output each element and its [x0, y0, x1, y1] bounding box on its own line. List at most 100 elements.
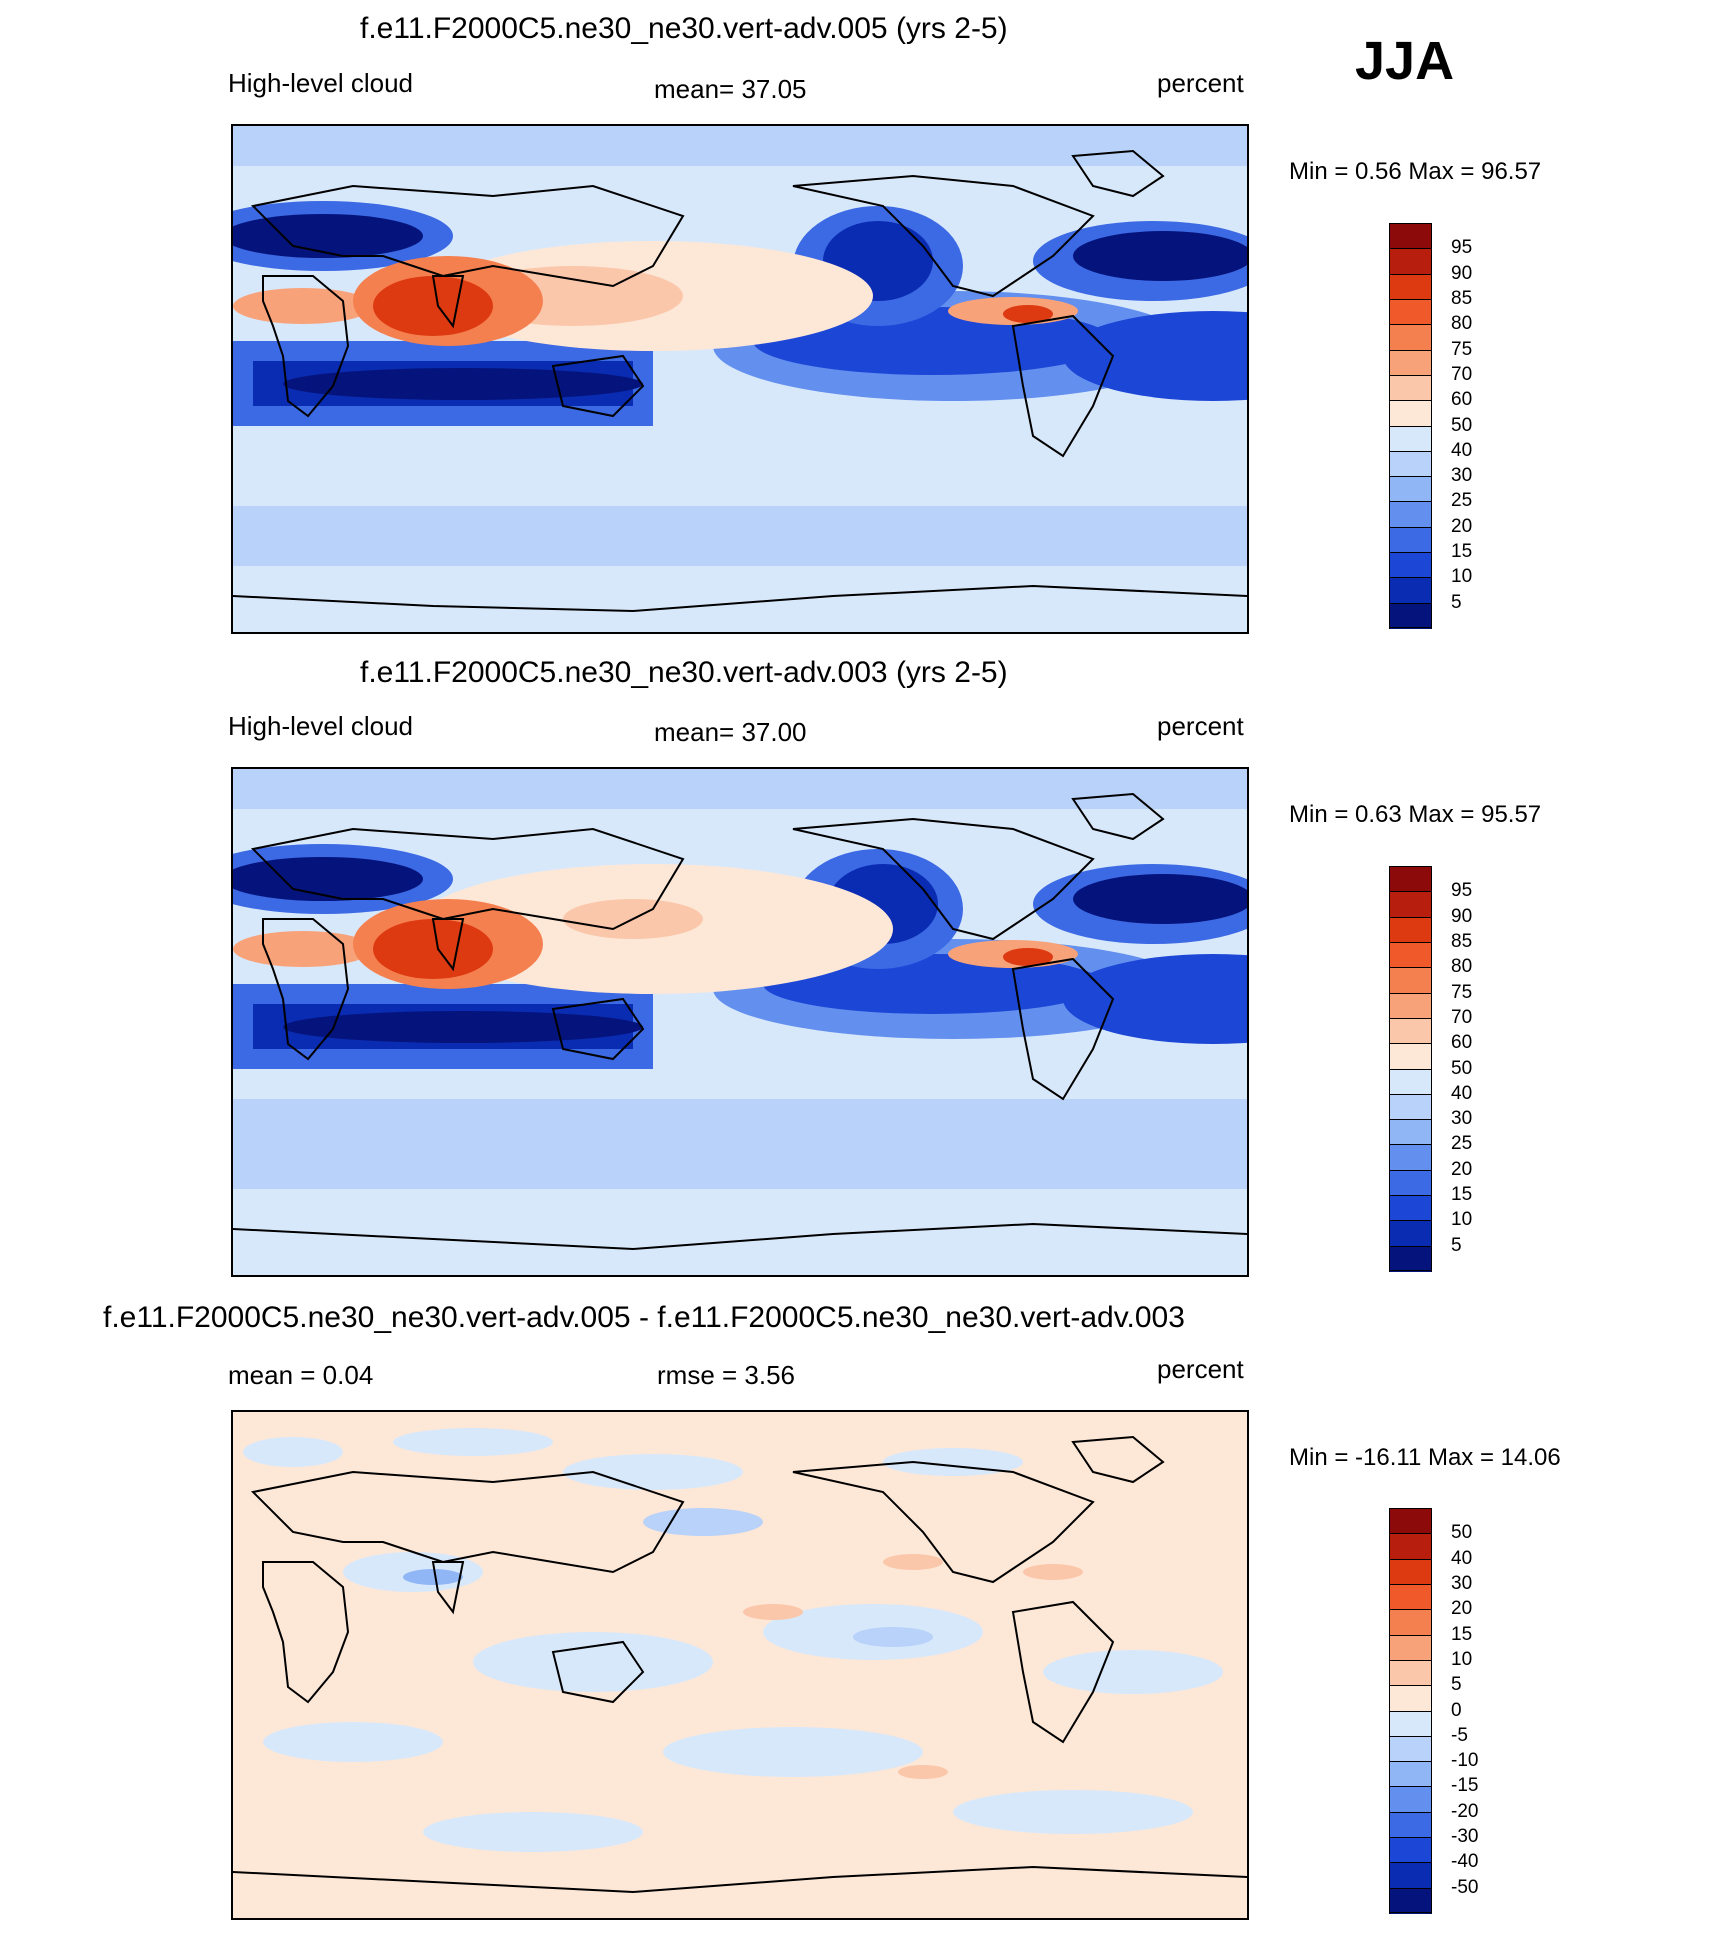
- panel-top-minmax: Min = 0.56 Max = 96.57: [1289, 158, 1542, 185]
- coastline-africa: [262, 918, 350, 1061]
- diff-patch: [243, 1437, 343, 1467]
- panel-middle-map-svg: [233, 769, 1247, 1275]
- colorbar-tick-label: 20: [1451, 515, 1473, 537]
- central-america-core: [1003, 948, 1053, 966]
- coastline-eurasia: [250, 184, 685, 288]
- colorbar-swatch: [1389, 400, 1432, 426]
- coastline-south-america: [1011, 1600, 1115, 1744]
- colorbar-swatch: [1389, 1685, 1432, 1711]
- colorbar-swatch: [1389, 324, 1432, 351]
- indian-monsoon-core: [373, 919, 493, 979]
- north-atlantic-dry-inner: [1073, 874, 1247, 924]
- coastline-greenland: [1071, 149, 1165, 198]
- colorbar-swatch: [1389, 866, 1432, 892]
- africa-convection: [233, 931, 373, 967]
- season-label: JJA: [1355, 31, 1455, 91]
- panel-top-map: [231, 124, 1249, 634]
- coastline-antarctica: [233, 584, 1247, 613]
- coastline-eurasia: [250, 1470, 685, 1574]
- colorbar-swatch: [1389, 1634, 1432, 1661]
- panel-top-colorbar: [1389, 223, 1432, 629]
- panel-middle-minmax: Min = 0.63 Max = 95.57: [1289, 801, 1542, 828]
- colorbar-swatch: [1389, 891, 1432, 918]
- diff-patch: [883, 1554, 943, 1570]
- colorbar-tick-label: -10: [1451, 1750, 1479, 1772]
- coastline-antarctica: [233, 1865, 1247, 1894]
- colorbar-swatch: [1389, 552, 1432, 578]
- coastlines: [233, 1435, 1247, 1894]
- colorbar-tick-label: -50: [1451, 1876, 1479, 1898]
- colorbar-swatch: [1389, 916, 1432, 943]
- colorbar-tick-label: -40: [1451, 1851, 1479, 1873]
- panel-bottom-mean-label: mean = 0.04: [228, 1360, 374, 1390]
- colorbar-swatch: [1389, 1195, 1432, 1221]
- colorbar-tick-label: 70: [1451, 1006, 1473, 1028]
- colorbar-tick-label: 60: [1451, 389, 1473, 411]
- southern-ocean-band: [233, 506, 1247, 566]
- colorbar-tick-label: 75: [1451, 338, 1473, 360]
- colorbar-swatch: [1389, 1093, 1432, 1120]
- panel-top-mean-label: mean= 37.05: [654, 74, 807, 104]
- indian-monsoon-core: [373, 276, 493, 336]
- colorbar-swatch: [1389, 1583, 1432, 1610]
- south-dry-belt-core: [283, 1011, 643, 1043]
- colorbar-swatch: [1389, 1710, 1432, 1737]
- panel-bottom-map: [231, 1410, 1249, 1920]
- north-atlantic-med-dry-inner: [233, 857, 423, 901]
- colorbar-tick-label: 75: [1451, 981, 1473, 1003]
- colorbar-swatch: [1389, 1862, 1432, 1889]
- colorbar-swatch: [1389, 1786, 1432, 1813]
- colorbar-tick-label: 85: [1451, 287, 1473, 309]
- coastline-africa: [262, 275, 350, 418]
- colorbar-tick-label: -20: [1451, 1800, 1479, 1822]
- africa-convection: [233, 288, 373, 324]
- panel-bottom-title: f.e11.F2000C5.ne30_ne30.vert-adv.005 - f…: [103, 1301, 1185, 1334]
- north-atlantic-dry-inner: [1073, 231, 1247, 281]
- colorbar-swatch: [1389, 248, 1432, 275]
- coastline-india: [431, 1561, 465, 1615]
- colorbar-tick-label: 15: [1451, 1623, 1473, 1645]
- colorbar-swatch: [1389, 992, 1432, 1019]
- colorbar-swatch: [1389, 1169, 1432, 1196]
- coastline-greenland: [1071, 1435, 1165, 1484]
- colorbar-swatch: [1389, 1068, 1432, 1095]
- colorbar-swatch: [1389, 1144, 1432, 1171]
- central-america-core: [1003, 305, 1053, 323]
- panel-middle-mean-label: mean= 37.00: [654, 717, 807, 747]
- colorbar-swatch: [1389, 1533, 1432, 1560]
- coastline-north-america: [792, 174, 1095, 298]
- colorbar-tick-label: 15: [1451, 541, 1473, 563]
- colorbar-tick-label: 40: [1451, 1082, 1473, 1104]
- colorbar-swatch: [1389, 602, 1432, 629]
- antarctic-edge: [233, 586, 1247, 632]
- colorbar-tick-label: 30: [1451, 1108, 1473, 1130]
- colorbar-swatch: [1389, 1735, 1432, 1762]
- colorbar-tick-label: 10: [1451, 566, 1473, 588]
- colorbar-tick-label: 50: [1451, 1522, 1473, 1544]
- colorbar-tick-label: 90: [1451, 262, 1473, 284]
- colorbar-swatch: [1389, 1659, 1432, 1686]
- coastline-north-america: [792, 817, 1095, 941]
- diff-patch: [473, 1632, 713, 1692]
- colorbar-tick-label: 95: [1451, 237, 1473, 259]
- colorbar-tick-label: 0: [1451, 1699, 1462, 1721]
- south-atlantic-dry: [1063, 954, 1247, 1044]
- colorbar-swatch: [1389, 349, 1432, 376]
- colorbar-swatch: [1389, 1609, 1432, 1636]
- colorbar-tick-label: 5: [1451, 591, 1462, 613]
- coastlines: [233, 792, 1247, 1251]
- colorbar-tick-label: 30: [1451, 465, 1473, 487]
- colorbar-tick-label: 85: [1451, 930, 1473, 952]
- colorbar-tick-label: 40: [1451, 1547, 1473, 1569]
- diff-patch: [393, 1428, 553, 1456]
- colorbar-tick-label: 25: [1451, 490, 1473, 512]
- colorbar-swatch: [1389, 1043, 1432, 1069]
- south-atlantic-dry: [1063, 311, 1247, 401]
- panel-middle-map: [231, 767, 1249, 1277]
- colorbar-tick-label: 25: [1451, 1133, 1473, 1155]
- colorbar-swatch: [1389, 967, 1432, 994]
- colorbar-swatch: [1389, 526, 1432, 553]
- colorbar-tick-label: 95: [1451, 880, 1473, 902]
- colorbar-swatch: [1389, 1811, 1432, 1838]
- diff-patch: [663, 1727, 923, 1777]
